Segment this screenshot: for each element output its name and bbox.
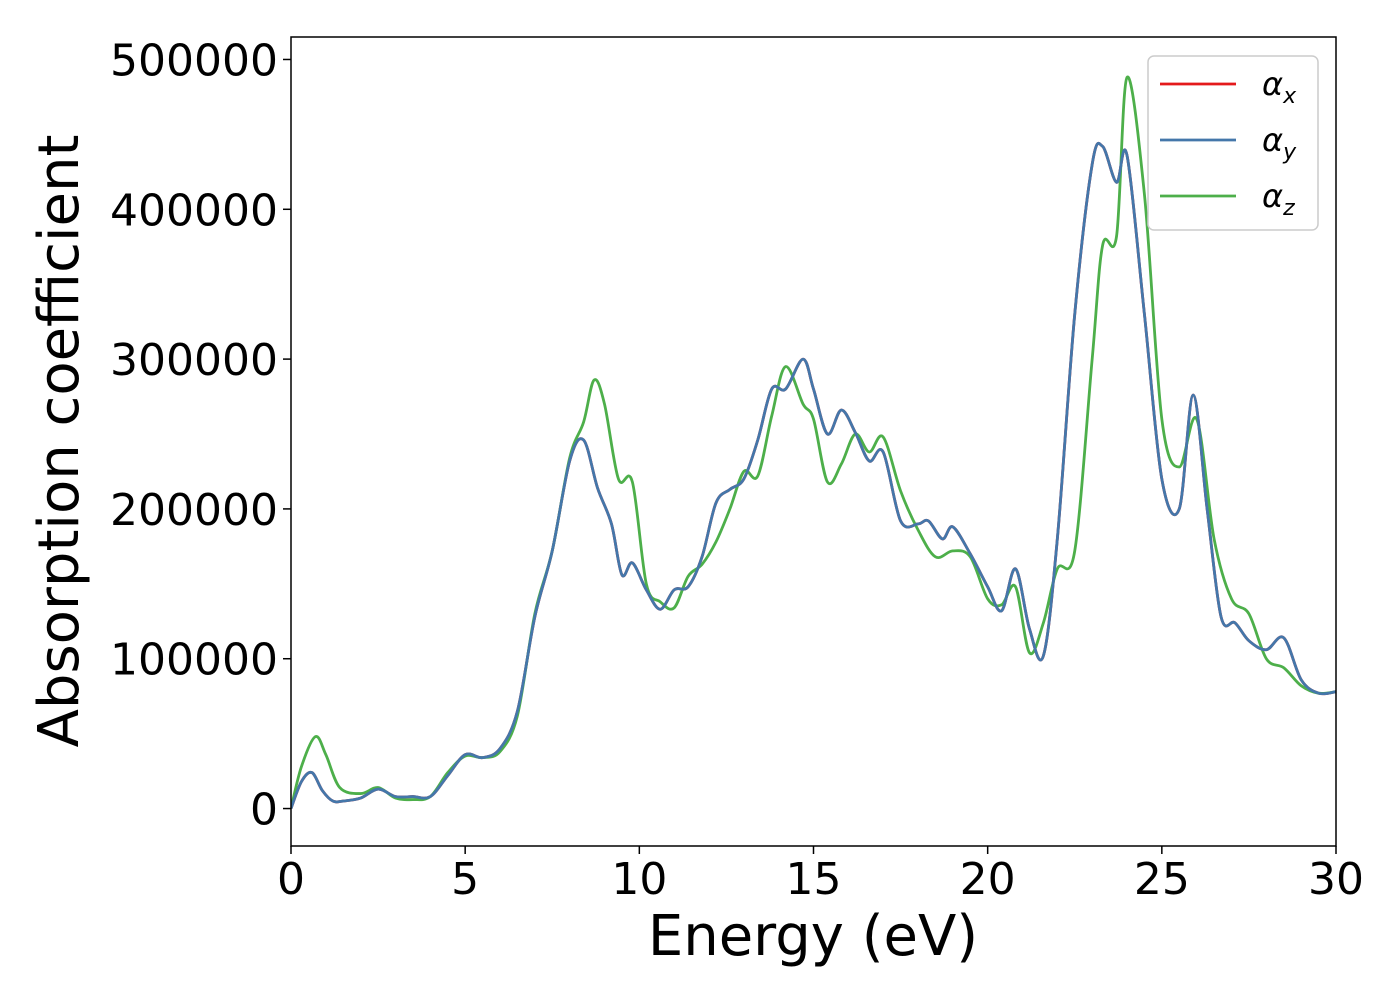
y-tick-label: 0	[250, 785, 278, 836]
x-tick-label: 15	[786, 854, 842, 905]
y-tick-label: 400000	[110, 185, 278, 236]
legend: αx αy αz	[1147, 55, 1319, 231]
x-tick-label: 30	[1308, 854, 1364, 905]
series-line-alpha-y	[291, 141, 1336, 810]
legend-label-alpha-x: αx	[1262, 65, 1297, 109]
legend-label-alpha-y: αy	[1262, 121, 1297, 165]
y-tick-label: 200000	[110, 485, 278, 536]
x-tick-label: 25	[1134, 854, 1190, 905]
legend-label-alpha-z: αz	[1262, 177, 1295, 221]
ticks-layer: 0 5 10 15 20 25 30 0 100000 200000 300000 400000 500…	[110, 35, 1364, 905]
x-axis-title: Energy (eV)	[648, 904, 978, 969]
y-tick-label: 300000	[110, 335, 278, 386]
legend-box	[1147, 55, 1319, 231]
x-tick-label: 10	[611, 854, 667, 905]
x-tick-label: 5	[451, 854, 479, 905]
y-tick-label: 100000	[110, 635, 278, 686]
series-layer	[291, 75, 1336, 810]
x-tick-label: 20	[960, 854, 1016, 905]
y-axis-title: Absorption coefficient	[27, 135, 92, 748]
y-tick-label: 500000	[110, 35, 278, 86]
x-tick-label: 0	[277, 854, 305, 905]
series-line-alpha-x	[291, 141, 1336, 810]
